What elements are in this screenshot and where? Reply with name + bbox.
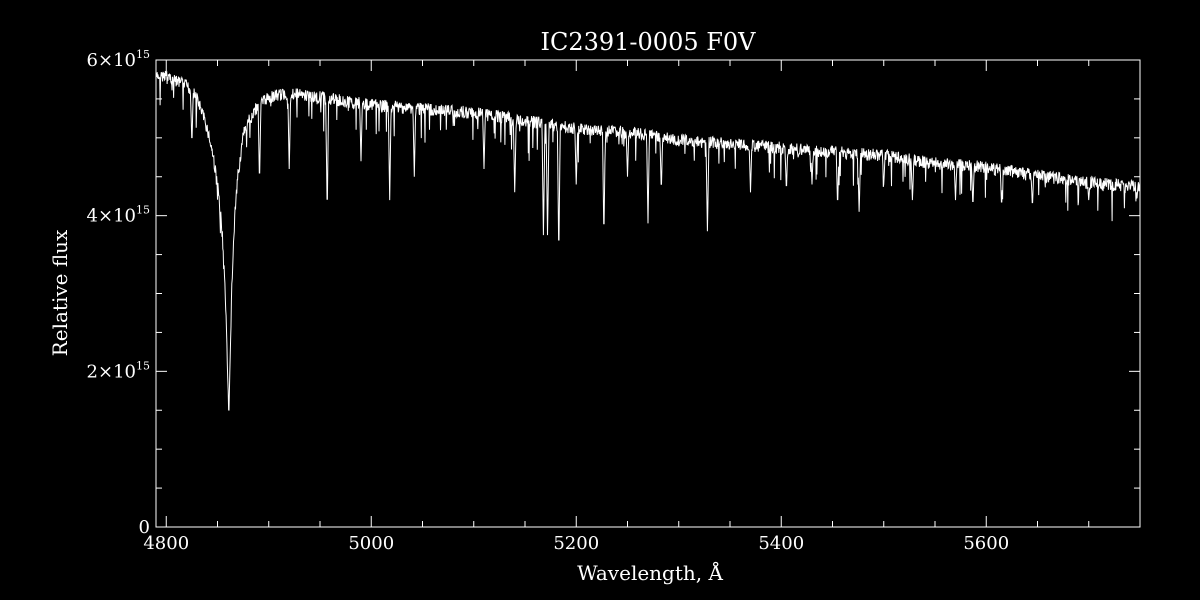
x-axis-label: Wavelength, Å	[577, 560, 723, 585]
y-tick-label-1: 2×1015	[87, 359, 150, 382]
y-tick-label-3: 6×1015	[87, 48, 150, 71]
y-tick-label-0: 0	[139, 517, 150, 538]
x-tick-label-2: 5200	[553, 533, 599, 554]
tick-labels: 4800 5000 5200 5400 5600 0 2×1015 4×1015 6×1015	[87, 48, 1010, 554]
axis-ticks	[156, 59, 1141, 528]
x-tick-label-4: 5600	[963, 533, 1009, 554]
y-tick-label-2: 4×1015	[87, 204, 150, 227]
chart-title: IC2391-0005 F0V	[541, 28, 757, 56]
y-axis-label: Relative flux	[48, 229, 72, 356]
spectrum-data	[155, 70, 1141, 411]
x-tick-label-3: 5400	[758, 533, 804, 554]
x-tick-label-0: 4800	[143, 533, 189, 554]
spectrum-line	[155, 70, 1141, 411]
x-tick-label-1: 5000	[348, 533, 394, 554]
plot-frame	[155, 59, 1141, 528]
